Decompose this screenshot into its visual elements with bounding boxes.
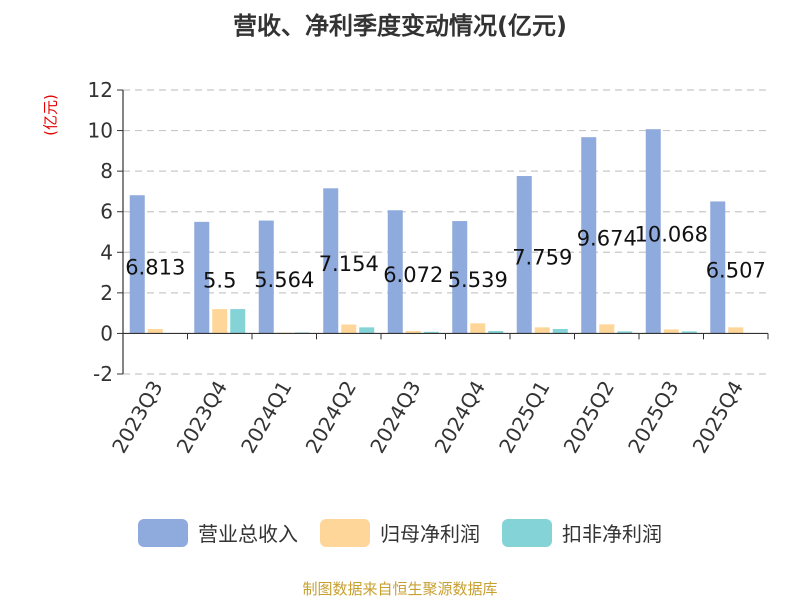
data-label-revenue: 9.674	[577, 226, 637, 250]
x-tick-label: 2024Q2	[301, 377, 361, 458]
bar-扣非净利润-2024Q2	[359, 327, 375, 334]
data-source-note: 制图数据来自恒生聚源数据库	[302, 580, 498, 598]
bar-扣非净利润-2024Q4	[488, 330, 504, 334]
x-tick-label: 2023Q3	[107, 377, 167, 458]
legend-label-deducted-profit: 扣非净利润	[562, 522, 662, 546]
x-tick-label: 2025Q3	[623, 377, 683, 458]
data-label-revenue: 7.154	[319, 252, 379, 276]
data-label-revenue: 6.507	[706, 258, 766, 282]
legend-label-revenue: 营业总收入	[198, 522, 298, 546]
bar-营业总收入-2023Q4	[194, 221, 210, 334]
bar-营业总收入-2025Q4	[710, 201, 726, 334]
bar-扣非净利润-2023Q4	[230, 309, 246, 334]
bar-营业总收入-2025Q1	[516, 176, 532, 334]
data-label-revenue: 10.068	[635, 222, 708, 246]
y-tick-label: 12	[88, 78, 113, 102]
bar-扣非净利润-2025Q2	[617, 331, 633, 334]
bar-营业总收入-2024Q1	[258, 220, 274, 334]
data-label-revenue: 7.759	[512, 246, 572, 270]
legend-item-net-profit[interactable]: 归母净利润	[320, 518, 480, 547]
chart-legend: 营业总收入 归母净利润 扣非净利润	[0, 518, 800, 547]
bar-扣非净利润-2024Q3	[423, 331, 439, 334]
y-tick-label: -2	[93, 362, 113, 386]
bar-归母净利润-2025Q1	[534, 327, 550, 334]
bar-营业总收入-2023Q3	[129, 195, 145, 334]
x-tick-label: 2023Q4	[172, 377, 232, 458]
bar-扣非净利润-2025Q1	[552, 328, 568, 334]
y-tick-label: 4	[100, 240, 113, 264]
x-tick-label: 2025Q4	[688, 377, 748, 458]
bar-归母净利润-2025Q2	[599, 324, 615, 334]
bar-营业总收入-2024Q2	[323, 188, 339, 334]
bar-营业总收入-2024Q3	[387, 210, 403, 334]
y-tick-label: 0	[100, 321, 113, 345]
bar-归母净利润-2025Q3	[663, 329, 679, 334]
y-tick-label: 8	[100, 159, 113, 183]
y-tick-label: 2	[100, 281, 113, 305]
legend-swatch-revenue	[138, 518, 188, 547]
chart-title: 营收、净利季度变动情况(亿元)	[233, 12, 567, 40]
bar-营业总收入-2025Q3	[645, 129, 661, 334]
bar-归母净利润-2024Q4	[470, 323, 486, 334]
bar-归母净利润-2023Q4	[212, 309, 228, 334]
bar-营业总收入-2025Q2	[581, 137, 597, 334]
data-label-revenue: 6.072	[383, 263, 443, 287]
data-label-revenue: 5.539	[448, 268, 508, 292]
y-tick-label: 6	[100, 200, 113, 224]
data-label-revenue: 5.5	[203, 269, 236, 293]
x-tick-label: 2024Q1	[236, 377, 296, 458]
legend-item-deducted-profit[interactable]: 扣非净利润	[502, 518, 662, 547]
bar-归母净利润-2023Q3	[147, 328, 163, 334]
x-tick-label: 2025Q2	[559, 377, 619, 458]
data-label-revenue: 5.564	[254, 268, 314, 292]
legend-swatch-net-profit	[320, 518, 370, 547]
bar-营业总收入-2024Q4	[452, 221, 468, 334]
legend-item-revenue[interactable]: 营业总收入	[138, 518, 298, 547]
x-tick-label: 2024Q3	[365, 377, 425, 458]
bar-归母净利润-2025Q4	[728, 327, 744, 334]
bar-归母净利润-2024Q3	[405, 330, 421, 334]
legend-label-net-profit: 归母净利润	[380, 522, 480, 546]
x-tick-label: 2025Q1	[494, 377, 554, 458]
legend-swatch-deducted-profit	[502, 518, 552, 547]
bar-扣非净利润-2025Q3	[681, 331, 697, 334]
data-label-revenue: 6.813	[125, 255, 185, 279]
y-tick-label: 10	[88, 119, 113, 143]
x-tick-label: 2024Q4	[430, 377, 490, 458]
bar-归母净利润-2024Q2	[341, 324, 357, 334]
